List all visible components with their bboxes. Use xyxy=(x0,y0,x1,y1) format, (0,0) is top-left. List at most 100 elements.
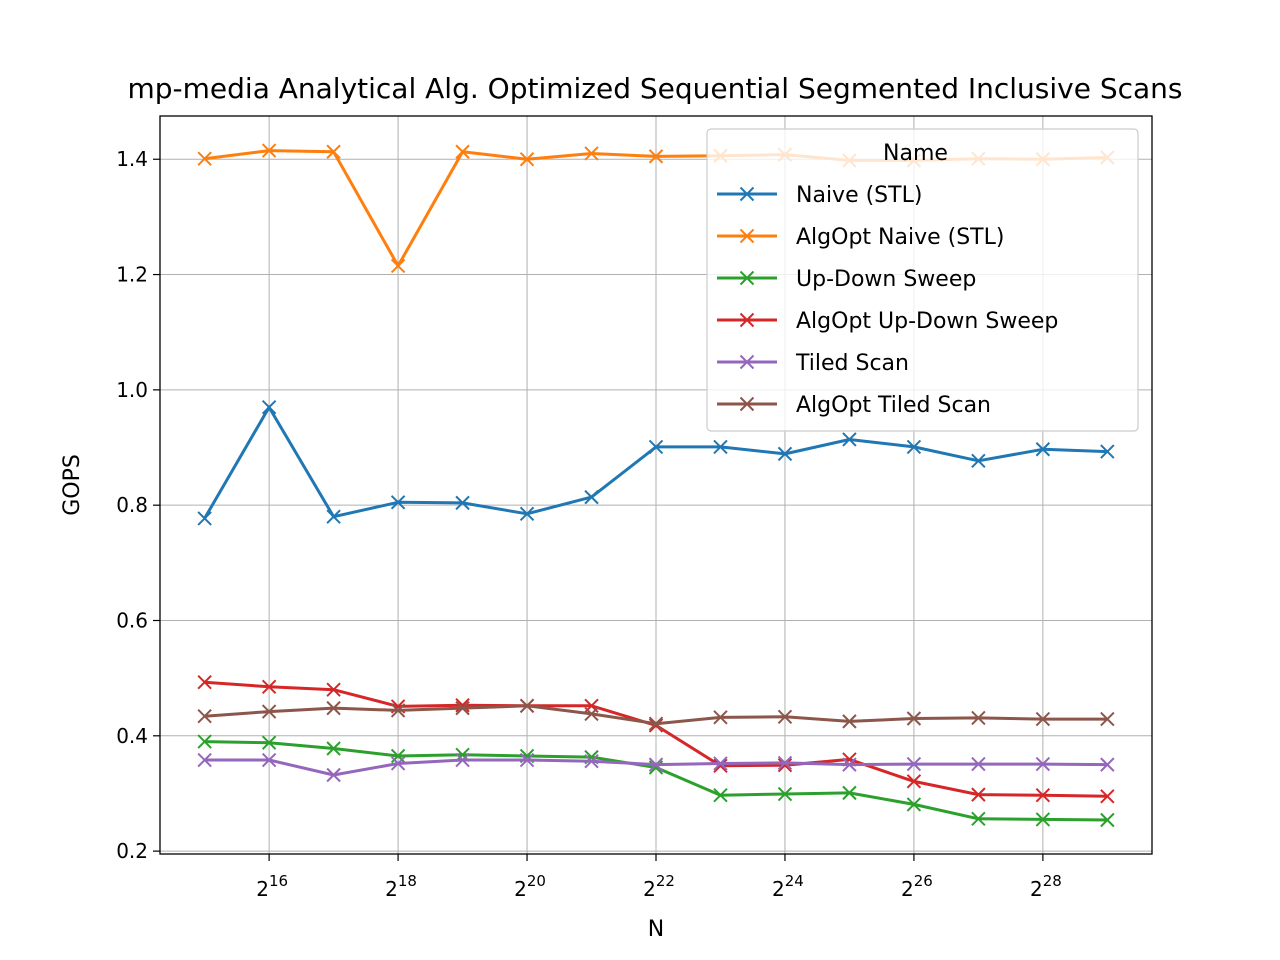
data-point xyxy=(1035,756,1051,772)
data-point xyxy=(261,143,277,158)
data-point xyxy=(1035,812,1051,827)
data-point xyxy=(261,752,277,768)
legend-entry: Naive (STL) xyxy=(717,183,922,208)
y-tick-label: 0.8 xyxy=(116,493,148,517)
data-point xyxy=(906,756,922,772)
legend-marker xyxy=(739,186,755,202)
legend-label: Up-Down Sweep xyxy=(796,267,976,292)
legend-marker xyxy=(739,228,755,244)
legend-entry: Up-Down Sweep xyxy=(717,267,976,292)
y-tick-label: 1.4 xyxy=(116,147,148,171)
data-point xyxy=(971,756,986,772)
data-point xyxy=(519,152,535,167)
data-point xyxy=(326,144,341,159)
data-point xyxy=(519,752,535,768)
data-point xyxy=(197,674,212,690)
data-point xyxy=(261,704,277,719)
data-point xyxy=(1035,442,1051,457)
data-point xyxy=(648,716,664,731)
data-point xyxy=(713,439,728,455)
data-point xyxy=(906,797,922,812)
data-point xyxy=(261,679,277,695)
legend-label: AlgOpt Up-Down Sweep xyxy=(796,309,1058,334)
chart-title: mp-media Analytical Alg. Optimized Seque… xyxy=(127,72,1182,105)
data-point xyxy=(197,734,212,749)
legend-entry: AlgOpt Tiled Scan xyxy=(717,393,991,418)
data-point xyxy=(197,151,212,166)
series-algopt-tiled-scan xyxy=(197,698,1115,731)
data-point xyxy=(971,710,986,726)
legend-marker xyxy=(739,354,755,370)
data-point xyxy=(971,453,986,468)
data-point xyxy=(584,146,599,161)
data-point xyxy=(519,506,535,522)
data-point xyxy=(1100,711,1115,727)
data-point xyxy=(390,703,406,718)
data-point xyxy=(584,753,599,769)
data-point xyxy=(971,811,986,827)
data-point xyxy=(326,509,341,524)
data-point xyxy=(777,446,793,462)
legend-label: Naive (STL) xyxy=(796,183,922,208)
data-point xyxy=(648,149,664,164)
data-point xyxy=(584,489,599,505)
data-point xyxy=(455,752,470,768)
data-point xyxy=(390,756,406,771)
series-tiled-scan xyxy=(197,752,1115,783)
y-tick-label: 1.2 xyxy=(116,263,148,287)
data-point xyxy=(455,144,470,159)
data-point xyxy=(648,757,664,772)
y-tick-label: 1.0 xyxy=(116,378,148,402)
legend-marker xyxy=(739,312,755,328)
data-point xyxy=(197,752,212,768)
data-point xyxy=(584,706,599,722)
y-axis-ticks: 0.2 0.4 0.6 0.8 1.0 1.2 1.4 xyxy=(116,147,160,863)
data-point xyxy=(713,756,728,771)
data-point xyxy=(261,399,277,415)
legend-marker xyxy=(739,396,755,412)
data-point xyxy=(326,767,341,783)
data-point xyxy=(455,495,470,511)
data-point xyxy=(842,714,857,729)
legend-entry: AlgOpt Naive (STL) xyxy=(717,225,1004,250)
data-point xyxy=(326,700,341,716)
data-point xyxy=(326,682,341,697)
y-axis-label: GOPS xyxy=(60,454,85,516)
data-point xyxy=(1035,711,1051,727)
data-point xyxy=(1100,789,1115,804)
data-point xyxy=(197,511,212,526)
data-point xyxy=(777,786,793,802)
legend-title: Name xyxy=(883,141,948,166)
data-point xyxy=(390,495,406,510)
data-point xyxy=(842,785,857,801)
data-point xyxy=(326,741,341,756)
legend-label: AlgOpt Tiled Scan xyxy=(796,393,991,418)
data-point xyxy=(713,710,728,725)
series-up-down-sweep xyxy=(197,734,1115,828)
data-point xyxy=(777,758,793,773)
series-naive-stl xyxy=(197,399,1115,526)
data-point xyxy=(648,439,664,455)
data-point xyxy=(777,755,793,771)
y-tick-label: 0.6 xyxy=(116,608,148,632)
data-point xyxy=(1100,812,1115,828)
legend: Name Naive (STL) AlgOpt Naive (STL) Up-Down… xyxy=(706,128,1139,432)
x-axis-label: N xyxy=(648,917,664,942)
data-point xyxy=(1100,444,1115,459)
data-point xyxy=(261,735,277,750)
data-point xyxy=(971,787,986,802)
legend-label: AlgOpt Naive (STL) xyxy=(796,225,1004,250)
data-point xyxy=(1100,757,1115,772)
legend-box xyxy=(706,128,1139,432)
y-tick-label: 0.2 xyxy=(116,839,148,863)
data-point xyxy=(519,698,535,714)
data-point xyxy=(390,258,406,274)
series-layer xyxy=(197,143,1115,828)
legend-entry: Tiled Scan xyxy=(717,351,909,376)
data-point xyxy=(842,757,857,772)
data-point xyxy=(906,774,922,789)
data-point xyxy=(648,718,664,733)
data-point xyxy=(713,758,728,773)
data-point xyxy=(906,439,922,455)
